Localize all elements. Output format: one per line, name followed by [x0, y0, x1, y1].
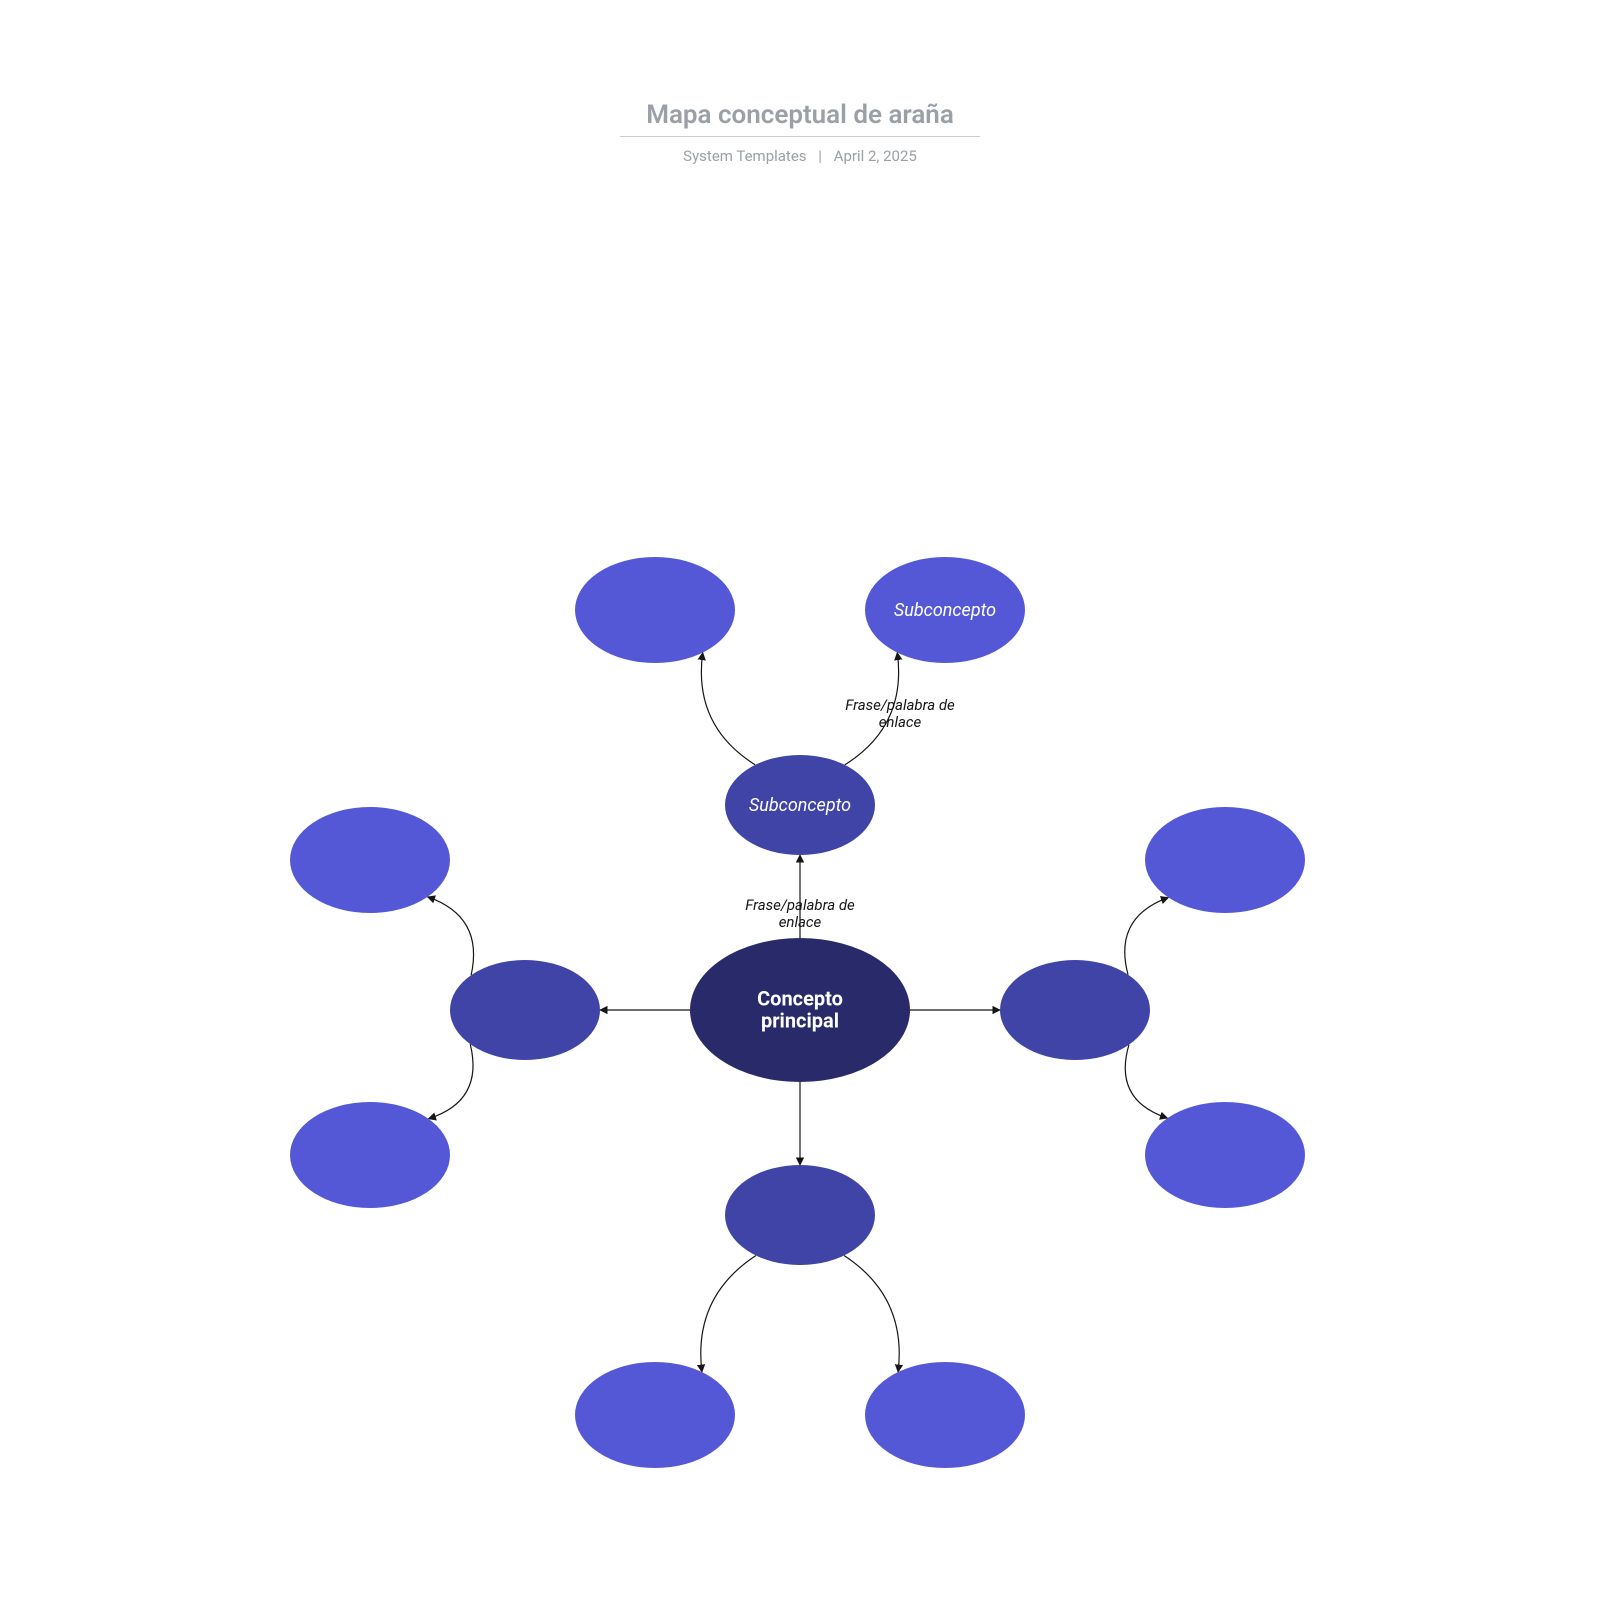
node-label-main: principal — [761, 1009, 839, 1033]
nodes-layer: Conceptoprincipal Subconcepto Subconcepto — [290, 557, 1305, 1468]
edge-bottom-bottom-l — [701, 1255, 756, 1372]
node-right-t[interactable] — [1145, 807, 1305, 913]
node-left-b[interactable] — [290, 1102, 450, 1208]
node-bottom-r[interactable] — [865, 1362, 1025, 1468]
edge-label: enlace — [779, 913, 822, 931]
edge-left-left-t — [427, 897, 473, 975]
node-left[interactable] — [450, 960, 600, 1060]
edge-top-top-l — [701, 653, 755, 765]
node-right-b[interactable] — [1145, 1102, 1305, 1208]
edge-label: enlace — [879, 713, 922, 731]
node-bottom-l[interactable] — [575, 1362, 735, 1468]
node-label-main: Concepto — [757, 987, 843, 1011]
node-bottom[interactable] — [725, 1165, 875, 1265]
node-right[interactable] — [1000, 960, 1150, 1060]
edge-label: Frase/palabra de — [745, 896, 855, 914]
node-left-t[interactable] — [290, 807, 450, 913]
node-label-top: Subconcepto — [749, 795, 851, 816]
edge-left-left-b — [428, 1044, 473, 1119]
node-label-top-r: Subconcepto — [894, 600, 996, 621]
edge-right-right-t — [1125, 897, 1169, 974]
node-top-l[interactable] — [575, 557, 735, 663]
edge-right-right-b — [1125, 1045, 1167, 1118]
edge-label: Frase/palabra de — [845, 696, 955, 714]
concept-map-svg: Frase/palabra deenlaceFrase/palabra deen… — [0, 0, 1600, 1600]
edge-bottom-bottom-r — [844, 1255, 899, 1372]
